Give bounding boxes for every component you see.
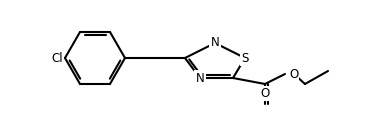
Text: N: N: [196, 71, 204, 85]
Text: Cl: Cl: [51, 52, 63, 65]
Text: O: O: [289, 68, 298, 81]
Text: S: S: [241, 52, 249, 65]
Text: N: N: [211, 36, 219, 49]
Text: O: O: [260, 87, 270, 100]
